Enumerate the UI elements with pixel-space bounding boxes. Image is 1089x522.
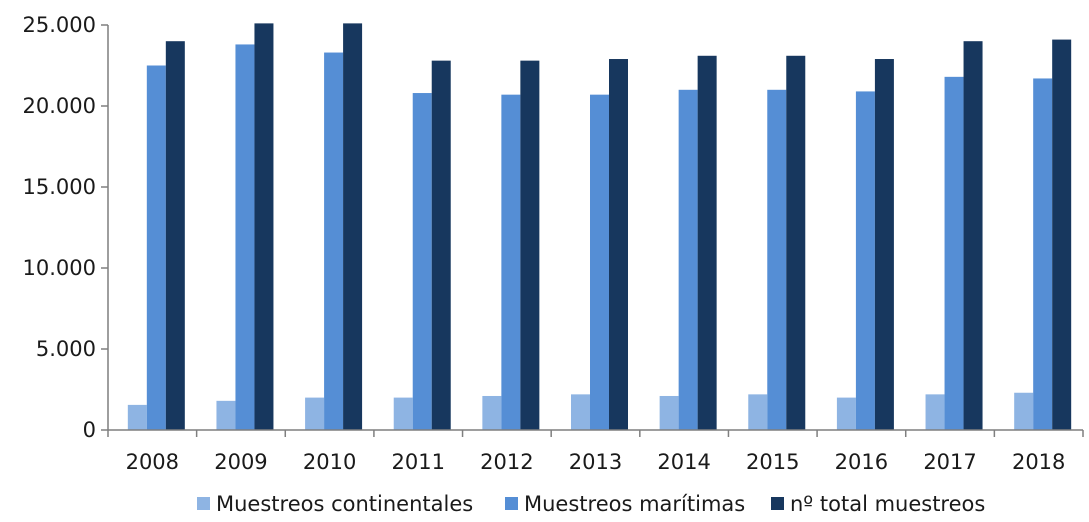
y-tick-label: 5.000 <box>36 337 96 361</box>
x-tick-label: 2018 <box>1012 450 1065 474</box>
bar-n-total-muestreos-2018 <box>1052 39 1072 430</box>
bar-muestreos-mar-timas-2018 <box>1033 78 1053 431</box>
bars-group <box>127 23 1072 431</box>
y-tick-label: 10.000 <box>23 256 96 280</box>
x-tick-label: 2015 <box>746 450 799 474</box>
legend-label: Muestreos continentales <box>216 492 473 516</box>
legend-swatch <box>197 497 210 510</box>
legend-swatch <box>771 497 784 510</box>
bar-n-total-muestreos-2014 <box>697 55 717 430</box>
bar-muestreos-continentales-2013 <box>571 394 590 430</box>
bar-muestreos-continentales-2011 <box>393 397 413 430</box>
bar-n-total-muestreos-2015 <box>786 55 806 430</box>
bar-n-total-muestreos-2011 <box>431 60 451 430</box>
bar-muestreos-mar-timas-2010 <box>324 52 344 430</box>
x-tick-label: 2013 <box>569 450 622 474</box>
bar-muestreos-mar-timas-2013 <box>590 94 609 430</box>
bar-muestreos-continentales-2008 <box>127 404 147 430</box>
y-tick-label: 15.000 <box>23 175 96 199</box>
bar-muestreos-mar-timas-2012 <box>501 94 521 430</box>
bar-n-total-muestreos-2017 <box>963 41 983 430</box>
x-tick-label: 2017 <box>923 450 976 474</box>
x-tick-label: 2009 <box>214 450 267 474</box>
x-tick-label: 2011 <box>392 450 445 474</box>
bar-muestreos-continentales-2018 <box>1014 392 1034 430</box>
x-tick-label: 2016 <box>835 450 888 474</box>
bar-muestreos-continentales-2017 <box>925 394 945 430</box>
bar-n-total-muestreos-2016 <box>874 59 894 431</box>
bar-muestreos-mar-timas-2016 <box>855 91 875 431</box>
y-tick-label: 20.000 <box>23 94 96 118</box>
x-tick-label: 2012 <box>480 450 533 474</box>
bar-muestreos-mar-timas-2011 <box>412 93 432 430</box>
bar-muestreos-mar-timas-2015 <box>767 89 787 431</box>
legend-label: nº total muestreos <box>790 492 985 516</box>
bar-muestreos-continentales-2009 <box>216 400 236 430</box>
bar-n-total-muestreos-2010 <box>343 23 363 430</box>
legend-swatch <box>505 497 518 510</box>
x-tick-label: 2014 <box>657 450 710 474</box>
x-axis-ticks: 2008 2009 2010 2011 2012 2013 2014 2015 2016 2017… <box>107 430 1084 474</box>
bar-n-total-muestreos-2008 <box>165 41 185 430</box>
legend-label: Muestreos marítimas <box>524 492 745 516</box>
y-axis-ticks: 0 5.000 10.000 15.000 20.000 25.000 <box>23 13 108 442</box>
bar-muestreos-continentales-2015 <box>748 394 768 430</box>
bar-muestreos-continentales-2016 <box>836 397 856 430</box>
bar-n-total-muestreos-2009 <box>254 23 274 430</box>
x-tick-label: 2010 <box>303 450 356 474</box>
bar-muestreos-continentales-2012 <box>482 395 502 430</box>
bar-muestreos-continentales-2014 <box>659 395 679 430</box>
bar-muestreos-mar-timas-2014 <box>678 89 698 431</box>
x-tick-label: 2008 <box>126 450 179 474</box>
bar-muestreos-mar-timas-2017 <box>944 76 964 430</box>
bar-muestreos-mar-timas-2009 <box>235 44 255 430</box>
bar-n-total-muestreos-2012 <box>520 60 540 430</box>
bar-n-total-muestreos-2013 <box>609 59 628 431</box>
y-tick-label: 25.000 <box>23 13 96 37</box>
legend: Muestreos continentales Muestreos marítim… <box>197 492 985 516</box>
bar-muestreos-continentales-2010 <box>305 397 325 430</box>
y-tick-label: 0 <box>83 418 96 442</box>
bar-muestreos-mar-timas-2008 <box>146 65 166 430</box>
